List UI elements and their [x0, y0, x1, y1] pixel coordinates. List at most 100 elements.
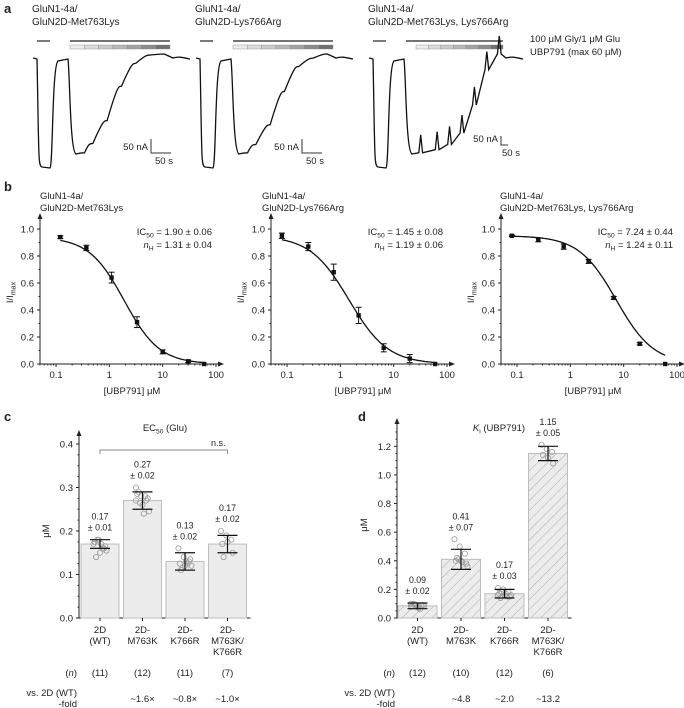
fold-change: ~2.0 — [495, 694, 514, 705]
trace-title: GluN1-4a/ — [368, 4, 414, 15]
individual-data-point — [98, 541, 105, 548]
chart-title: GluN1-4a/ — [500, 191, 544, 202]
y-tick-label: 0.0 — [60, 614, 73, 625]
bar-group: 0.17± 0.02 2D-M763K/K766R (7) ~1.0× — [208, 503, 247, 705]
scale-bar-current-label: 50 nA — [274, 142, 299, 153]
trace-panel: GluN1-4a/GluN2D-Met763Lys, Lys766Arg 50 n… — [368, 4, 524, 169]
data-point — [84, 245, 89, 251]
ubp791-concentration-step — [318, 44, 334, 50]
bar-value-label: 1.15 — [539, 417, 556, 427]
y-tick-label: 0.2 — [482, 333, 495, 344]
individual-data-point — [219, 541, 226, 548]
dose-response-chart: GluN1-4a/GluN2D-Lys766Arg 0.0 0.2 0.4 0.6 0.8… — [236, 191, 455, 397]
y-axis-arrow — [37, 213, 43, 219]
x-tick-label: 1 — [107, 370, 112, 381]
y-tick-label: 0.2 — [60, 527, 73, 538]
individual-data-point — [415, 604, 422, 611]
scale-bar-time-label: 50 s — [155, 156, 173, 167]
x-tick-label: 1 — [338, 370, 343, 381]
fold-change: ~0.8× — [173, 694, 197, 705]
current-trace — [368, 35, 524, 169]
hill-fit-curve — [281, 239, 436, 364]
ubp791-concentration-step — [155, 44, 171, 50]
y-tick-label: 0.4 — [252, 306, 265, 317]
scale-bar-time-label: 50 s — [502, 148, 520, 159]
bar — [123, 500, 162, 619]
category-label: M763K/ — [211, 636, 244, 647]
n-count: (7) — [222, 668, 234, 679]
individual-data-point — [417, 606, 424, 613]
chart-title: GluN2D-Met763Lys, Lys766Arg — [500, 203, 633, 214]
bar-value-label: 0.13 — [176, 520, 193, 530]
panel-b-curves: GluN1-4a/GluN2D-Met763Lys 0.0 0.2 0.4 0.6 0.8… — [5, 191, 684, 397]
data-point — [536, 237, 541, 242]
chart-title: GluN1-4a/ — [262, 191, 306, 202]
y-tick-label: 0.8 — [482, 252, 495, 263]
data-point — [185, 359, 191, 364]
y-tick-label: 0.4 — [60, 440, 73, 451]
data-point — [561, 244, 566, 249]
y-tick-label: 0.0 — [252, 360, 265, 371]
individual-data-point — [228, 536, 235, 543]
x-axis-arrow — [218, 361, 224, 367]
bar-error-label: ± 0.01 — [88, 523, 113, 533]
significance-label: n.s. — [211, 438, 226, 448]
ubp791-concentration-step — [453, 44, 466, 50]
x-tick-label: 10 — [388, 370, 399, 381]
fold-change: ~1.0× — [215, 694, 239, 705]
x-axis-arrow — [679, 361, 684, 367]
n-count: (10) — [453, 668, 470, 679]
y-tick-label: 1.0 — [21, 225, 34, 236]
individual-data-point — [220, 554, 227, 561]
bar-error-label: ± 0.05 — [536, 428, 561, 438]
scale-bar-current-label: 50 nA — [473, 134, 498, 145]
individual-data-point — [93, 554, 100, 561]
bar-value-label: 0.41 — [452, 511, 469, 521]
ubp791-concentration-step — [415, 44, 429, 50]
trace-title: GluN2D-Lys766Arg — [195, 17, 281, 28]
data-point — [306, 244, 311, 249]
y-tick-label: 0.0 — [21, 360, 34, 371]
panel-d-ki-bars: Ki (UBP791)0.00.20.40.60.81.01.2μM0.09± … — [344, 417, 572, 708]
ubp791-concentration-step — [477, 44, 491, 50]
chart-title: EC50 (Glu) — [143, 423, 187, 436]
ubp791-concentration-step — [84, 44, 99, 50]
x-tick-label: 100 — [439, 370, 455, 381]
data-point — [407, 356, 412, 361]
bar-value-label: 0.27 — [134, 460, 151, 470]
panel-label-c: c — [4, 409, 11, 424]
y-tick-label: 0.2 — [378, 585, 391, 596]
individual-data-point — [538, 441, 545, 448]
y-tick-label: 0.6 — [252, 279, 265, 290]
category-label: M763K/ — [532, 636, 565, 647]
hill-coefficient-annotation: nH = 1.19 ± 0.06 — [374, 240, 443, 253]
y-axis-label: μM — [359, 518, 370, 531]
individual-data-point — [217, 528, 224, 535]
individual-data-point — [459, 559, 466, 566]
trace-panel: GluN1-4a/GluN2D-Lys766Arg 50 nA 50 s — [195, 4, 354, 169]
y-tick-label: 0.0 — [482, 360, 495, 371]
y-tick-label: 1.2 — [378, 442, 391, 453]
panel-label-d: d — [358, 409, 366, 424]
x-tick-label: 0.1 — [280, 370, 293, 381]
ubp791-concentration-step — [247, 44, 262, 50]
individual-data-point — [97, 549, 104, 556]
y-axis-arrow — [268, 213, 274, 219]
ubp791-concentration-step — [275, 44, 291, 50]
chart-title: GluN1-4a/ — [40, 191, 84, 202]
y-tick-label: 0.8 — [378, 499, 391, 510]
bar-value-label: 0.09 — [409, 575, 426, 585]
ubp791-concentration-step — [126, 44, 142, 50]
panel-label-a: a — [4, 1, 12, 16]
y-tick-label: 0.4 — [21, 306, 34, 317]
y-axis-label: I/Imax — [5, 281, 18, 303]
trace-title: GluN1-4a/ — [195, 4, 241, 15]
data-point — [109, 275, 114, 280]
x-tick-label: 1 — [568, 370, 573, 381]
data-point — [58, 234, 63, 240]
x-tick-label: 10 — [157, 370, 168, 381]
category-label: 2D — [411, 625, 423, 636]
data-point — [279, 233, 285, 238]
